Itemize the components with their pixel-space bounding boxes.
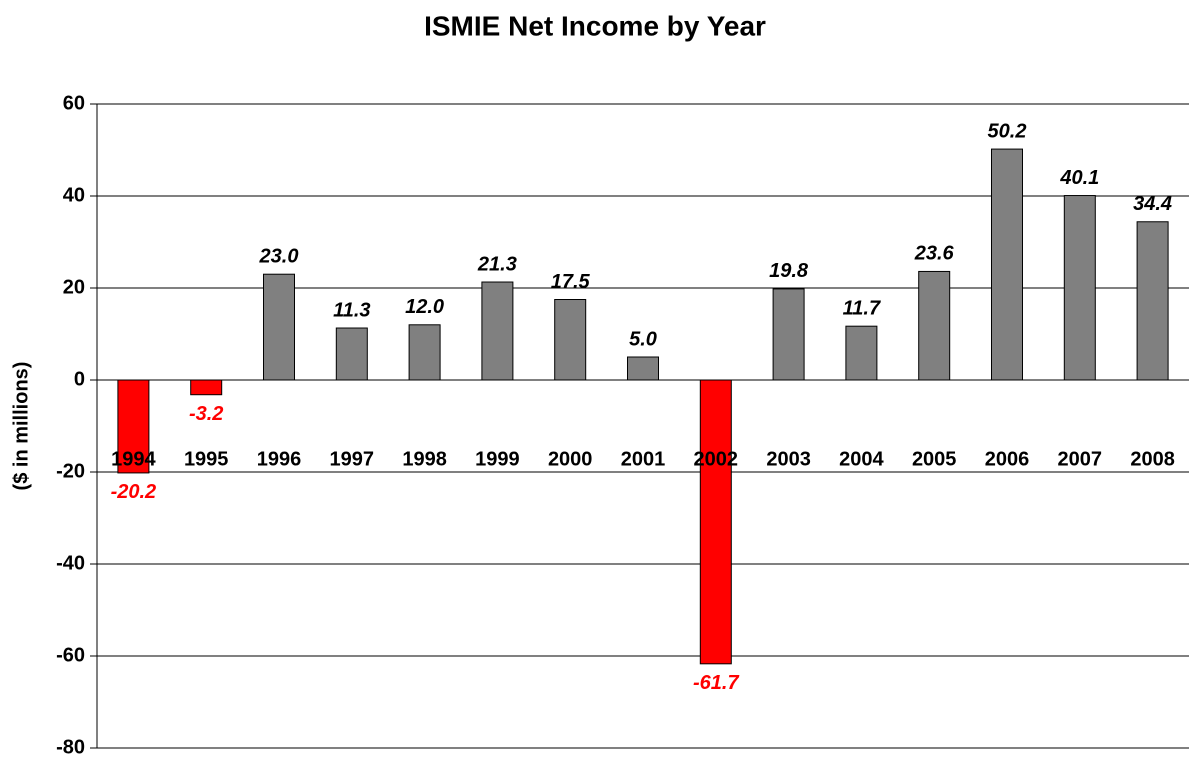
value-label: 50.2 xyxy=(988,120,1027,142)
value-label: 12.0 xyxy=(405,296,444,318)
x-tick-label: 2000 xyxy=(548,448,593,470)
bar xyxy=(117,379,150,474)
y-axis-label: ($ in millions) xyxy=(10,362,32,491)
bar xyxy=(481,281,514,381)
bar xyxy=(699,379,732,665)
value-label: 34.4 xyxy=(1133,193,1172,215)
x-tick-label: 2006 xyxy=(985,448,1030,470)
bar xyxy=(335,327,368,381)
x-tick-label: 1994 xyxy=(111,448,156,470)
y-tick-label: -60 xyxy=(56,644,85,666)
bar xyxy=(263,273,295,381)
y-tick-label: -80 xyxy=(56,736,85,758)
x-tick-label: 2001 xyxy=(621,448,666,470)
value-label: -3.2 xyxy=(189,403,223,425)
x-tick-label: 2008 xyxy=(1130,448,1175,470)
bar xyxy=(627,356,659,381)
x-tick-label: 2007 xyxy=(1058,448,1103,470)
x-tick-label: 2002 xyxy=(694,448,739,470)
y-tick-label: 40 xyxy=(63,184,85,206)
x-tick-label: 1996 xyxy=(257,448,302,470)
bar xyxy=(845,325,878,381)
bar xyxy=(408,324,441,381)
value-label: 5.0 xyxy=(629,328,657,350)
x-tick-label: 2004 xyxy=(839,448,884,470)
chart-title: ISMIE Net Income by Year xyxy=(424,10,766,41)
value-label: 21.3 xyxy=(477,253,517,275)
bar xyxy=(1136,221,1169,381)
y-tick-label: -20 xyxy=(56,460,85,482)
value-label: 17.5 xyxy=(551,271,591,293)
value-label: -20.2 xyxy=(111,481,157,503)
bar xyxy=(918,270,951,381)
bar xyxy=(190,379,223,396)
x-tick-label: 1997 xyxy=(330,448,375,470)
x-tick-label: 1995 xyxy=(184,448,229,470)
bar xyxy=(772,288,805,381)
y-tick-label: -40 xyxy=(56,552,85,574)
value-label: -61.7 xyxy=(693,672,739,694)
y-tick-label: 20 xyxy=(63,276,85,298)
x-tick-label: 1998 xyxy=(402,448,447,470)
value-label: 40.1 xyxy=(1059,167,1099,189)
bar xyxy=(554,299,587,381)
value-label: 23.6 xyxy=(914,243,955,265)
bar xyxy=(991,148,1023,381)
value-label: 23.0 xyxy=(259,245,299,267)
value-label: 19.8 xyxy=(769,260,809,282)
value-label: 11.3 xyxy=(333,299,370,321)
x-tick-label: 2003 xyxy=(766,448,811,470)
x-tick-label: 2005 xyxy=(912,448,957,470)
x-tick-label: 1999 xyxy=(475,448,520,470)
y-tick-label: 60 xyxy=(63,92,85,114)
value-label: 11.7 xyxy=(843,297,881,319)
y-tick-label: 0 xyxy=(74,368,85,390)
bar xyxy=(1063,195,1096,381)
